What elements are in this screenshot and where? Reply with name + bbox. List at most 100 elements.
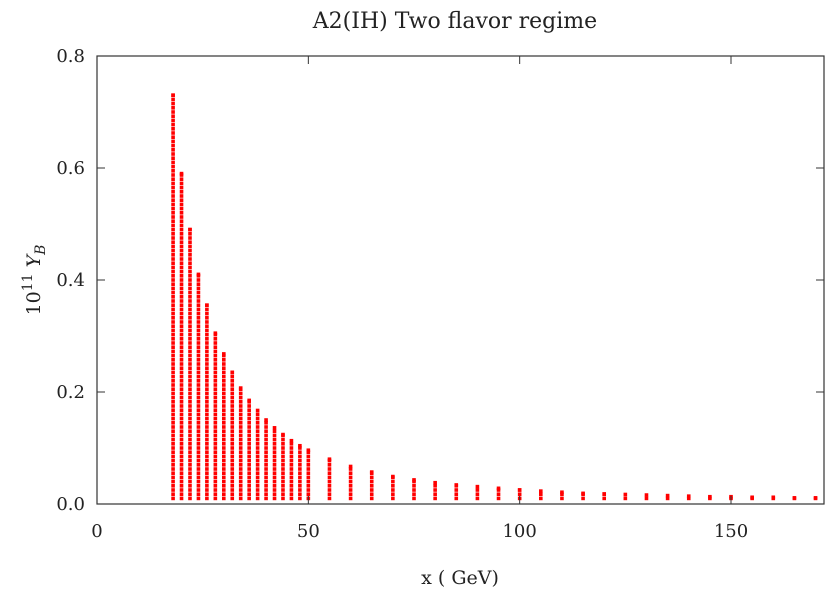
- data-point: [196, 358, 201, 362]
- data-point-top: [496, 486, 501, 491]
- data-point: [171, 450, 175, 454]
- y-tick-label: 0.2: [56, 382, 85, 403]
- data-point: [205, 366, 209, 370]
- data-point: [255, 458, 260, 463]
- data-point: [196, 492, 201, 496]
- data-point: [247, 408, 251, 412]
- data-point: [272, 479, 277, 484]
- data-point: [196, 328, 201, 333]
- data-point-top: [623, 492, 628, 497]
- data-point: [196, 429, 201, 433]
- data-point: [196, 353, 201, 358]
- x-tick-label: 100: [502, 521, 536, 542]
- data-point: [289, 463, 294, 467]
- data-point: [222, 463, 226, 467]
- data-point: [306, 463, 311, 467]
- data-point: [188, 370, 192, 375]
- data-point: [213, 454, 218, 459]
- data-point: [517, 492, 522, 496]
- data-point: [272, 433, 277, 438]
- data-point: [272, 467, 277, 471]
- data-point: [188, 366, 192, 370]
- data-point: [188, 353, 192, 358]
- data-point: [255, 454, 260, 459]
- data-point: [171, 139, 175, 144]
- data-point: [272, 458, 277, 463]
- data-point: [222, 395, 226, 400]
- data-point: [179, 181, 184, 186]
- data-column: [412, 478, 416, 501]
- data-point: [272, 437, 277, 442]
- data-point: [196, 458, 201, 463]
- data-column: [560, 490, 564, 501]
- data-point: [230, 454, 235, 459]
- data-point: [179, 446, 184, 450]
- data-point: [188, 467, 192, 471]
- data-point: [222, 408, 226, 412]
- data-column: [298, 443, 302, 501]
- data-point: [188, 265, 192, 270]
- data-point: [188, 240, 192, 244]
- data-point: [196, 299, 201, 303]
- data-point: [196, 307, 201, 312]
- y-tick-label: 0.6: [56, 158, 85, 179]
- data-point: [238, 442, 243, 446]
- data-point: [369, 496, 374, 501]
- data-column: [750, 495, 754, 501]
- data-point: [171, 307, 175, 312]
- data-point: [213, 421, 218, 425]
- data-point: [179, 206, 184, 211]
- data-point: [255, 471, 260, 475]
- data-point: [196, 374, 201, 379]
- data-point: [179, 408, 184, 412]
- data-point: [255, 463, 260, 467]
- data-point: [369, 488, 374, 492]
- data-point: [327, 479, 332, 484]
- data-point-top: [517, 488, 522, 492]
- data-point: [188, 341, 192, 345]
- data-point: [289, 479, 294, 484]
- data-point: [179, 261, 184, 265]
- data-point: [238, 446, 243, 450]
- data-point: [171, 232, 175, 236]
- data-point: [306, 492, 311, 496]
- data-point: [213, 467, 218, 471]
- data-point: [272, 471, 277, 475]
- data-point-top: [602, 492, 607, 496]
- data-point: [264, 437, 268, 442]
- data-point: [327, 488, 332, 492]
- data-point: [230, 442, 235, 446]
- data-point: [255, 421, 260, 425]
- data-point: [179, 479, 184, 484]
- data-point: [412, 492, 416, 496]
- data-point: [196, 278, 201, 282]
- data-point: [188, 337, 192, 341]
- data-point: [247, 437, 251, 442]
- data-point: [298, 458, 302, 463]
- data-point: [213, 446, 218, 450]
- data-point: [238, 450, 243, 454]
- data-point: [238, 391, 243, 396]
- data-point: [281, 446, 285, 450]
- data-point: [298, 471, 302, 475]
- data-column: [665, 493, 670, 501]
- data-point: [179, 463, 184, 467]
- data-point: [188, 295, 192, 299]
- data-point: [272, 484, 277, 488]
- data-point: [179, 492, 184, 496]
- data-point: [196, 421, 201, 425]
- data-point: [255, 484, 260, 488]
- data-point: [171, 353, 175, 358]
- data-point: [238, 412, 243, 417]
- data-point: [179, 467, 184, 471]
- data-point: [281, 475, 285, 480]
- data-point: [264, 433, 268, 438]
- data-point: [179, 484, 184, 488]
- data-point: [196, 433, 201, 438]
- data-point: [171, 164, 175, 169]
- data-point: [196, 496, 201, 501]
- data-point: [171, 173, 175, 177]
- data-point: [348, 479, 353, 484]
- data-point: [255, 446, 260, 450]
